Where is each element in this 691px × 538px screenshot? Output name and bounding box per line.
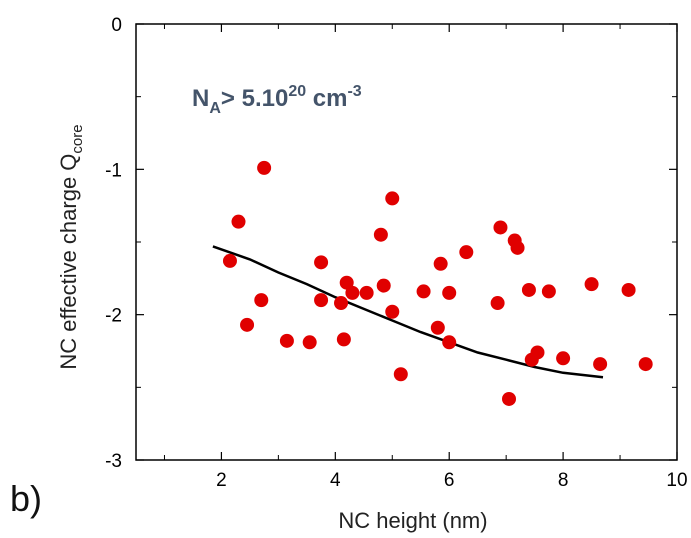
data-point xyxy=(345,285,360,300)
data-point xyxy=(257,160,272,175)
x-tick-label: 8 xyxy=(558,470,569,491)
x-tick-label: 6 xyxy=(444,470,455,491)
annotation-unit-exponent: -3 xyxy=(347,83,361,100)
data-point xyxy=(584,277,599,292)
y-axis-label-main: NC effective charge Q xyxy=(56,154,81,370)
plot-frame xyxy=(135,23,678,461)
y-tick-label: -1 xyxy=(105,160,122,181)
data-point xyxy=(240,317,255,332)
data-point xyxy=(336,332,351,347)
data-point xyxy=(359,285,374,300)
data-point xyxy=(222,253,237,268)
data-point xyxy=(430,320,445,335)
data-point xyxy=(231,214,246,229)
x-tick-label: 10 xyxy=(666,470,687,491)
y-tick-label: 0 xyxy=(111,15,122,36)
data-point xyxy=(502,391,517,406)
data-point xyxy=(314,293,329,308)
fit-curve xyxy=(212,245,604,379)
data-point xyxy=(339,275,354,290)
x-tick-label: 2 xyxy=(216,470,227,491)
x-axis-label: NC height (nm) xyxy=(338,508,487,533)
data-point xyxy=(433,256,448,271)
y-axis-label-subscript: core xyxy=(69,124,86,153)
data-point xyxy=(314,255,329,270)
data-point xyxy=(556,351,571,366)
annotation-unit: cm xyxy=(306,85,347,112)
data-point xyxy=(442,285,457,300)
annotation-exponent: 20 xyxy=(288,83,306,100)
data-point xyxy=(530,345,545,360)
x-axis: 2 4 6 8 10 xyxy=(163,24,688,491)
data-point xyxy=(376,278,391,293)
data-point xyxy=(442,335,457,350)
data-point xyxy=(541,284,556,299)
y-axis: 0 -1 -2 -3 xyxy=(105,15,677,472)
data-point xyxy=(302,335,317,350)
data-point xyxy=(279,333,294,348)
data-point xyxy=(334,296,349,311)
data-point xyxy=(521,282,536,297)
data-point xyxy=(254,293,269,308)
data-point xyxy=(593,357,608,372)
doping-annotation: NA> 5.1020 cm-3 xyxy=(192,83,362,117)
annotation-base-subscript: A xyxy=(209,100,221,117)
x-tick-label: 4 xyxy=(330,470,341,491)
data-point xyxy=(385,304,400,319)
annotation-base: N xyxy=(192,85,209,112)
data-point xyxy=(490,296,505,311)
y-tick-label: -3 xyxy=(105,451,122,472)
data-point xyxy=(385,191,400,206)
data-point xyxy=(373,227,388,242)
data-point xyxy=(416,284,431,299)
data-point xyxy=(459,245,474,260)
y-tick-label: -2 xyxy=(105,306,122,327)
data-point xyxy=(493,220,508,235)
data-point xyxy=(393,367,408,382)
data-point xyxy=(638,357,653,372)
panel-label: b) xyxy=(10,478,43,519)
data-point xyxy=(510,240,525,255)
data-point xyxy=(621,282,636,297)
annotation-text: > 5.10 xyxy=(221,85,288,112)
y-axis-label: NC effective charge Qcore xyxy=(56,124,86,369)
plot-area xyxy=(135,23,678,461)
